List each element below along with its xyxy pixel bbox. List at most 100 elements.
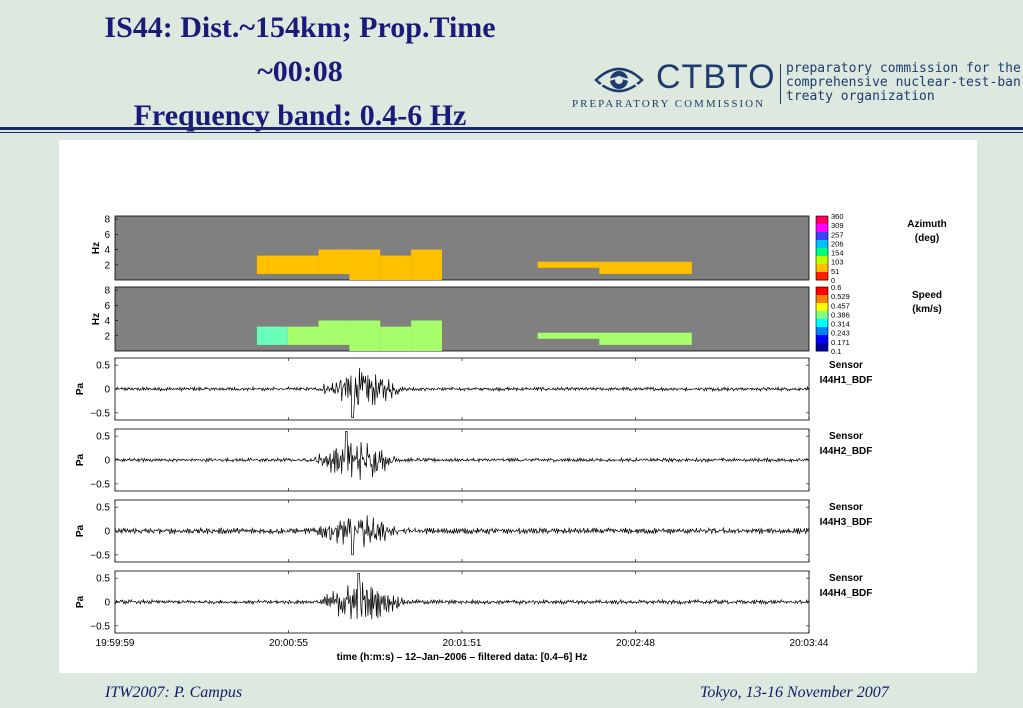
spectrogram-cell	[411, 320, 442, 351]
colorbar-segment	[816, 303, 828, 312]
spectrogram-bg	[114, 286, 810, 352]
spectrogram-unit: (km/s)	[912, 304, 941, 315]
colorbar-segment	[816, 343, 828, 352]
spectrogram-cell	[537, 261, 600, 268]
ctbto-logo: CTBTO PREPARATORY COMMISSION preparatory…	[572, 58, 1021, 118]
trace-ytick-label: −0.5	[90, 408, 110, 419]
trace-sensor-name: I44H3_BDF	[820, 517, 873, 528]
title-line-2: ~00:08	[257, 55, 343, 88]
colorbar-segment	[816, 224, 828, 233]
colorbar-label: 0.457	[831, 301, 850, 310]
trace-ylabel: Pa	[75, 524, 86, 537]
spectrogram-ytick-label: 4	[104, 316, 110, 327]
trace-ytick-label: 0	[104, 456, 110, 467]
spectrogram-cell	[599, 332, 692, 345]
logo-subtitle: PREPARATORY COMMISSION	[572, 98, 766, 110]
colorbar-label: 51	[831, 267, 839, 276]
trace-ytick-label: −0.5	[90, 621, 110, 632]
colorbar-frame	[815, 286, 829, 352]
spectrogram-title: Speed	[912, 290, 942, 301]
xtick-label: 20:03:44	[790, 638, 829, 649]
trace-ytick-label: 0.5	[96, 361, 110, 372]
colorbar-segment	[816, 264, 828, 273]
xtick-label: 20:00:55	[269, 638, 308, 649]
trace-ytick-label: 0	[104, 527, 110, 538]
colorbar-segment	[816, 240, 828, 249]
colorbar-segment	[816, 287, 828, 296]
logo-desc-line-3: treaty organization	[786, 89, 935, 104]
colorbar-label: 0.386	[831, 310, 850, 319]
spectrogram-bg	[114, 215, 810, 281]
trace-ylabel: Pa	[75, 595, 86, 608]
spectrogram-cell	[349, 320, 381, 351]
colorbar-label: 154	[831, 249, 844, 258]
spectrogram-ytick-label: 6	[104, 230, 110, 241]
spectrogram-ytick-label: 6	[104, 301, 110, 312]
spectrogram-title: Azimuth	[907, 219, 946, 230]
trace-ytick-label: −0.5	[90, 479, 110, 490]
footer-left: ITW2007: P. Campus	[105, 684, 243, 701]
spectrogram-ylabel: Hz	[91, 313, 102, 325]
logo-desc-line-1: preparatory commission for the	[786, 61, 1021, 76]
trace-waveform	[114, 367, 810, 418]
trace-ytick-label: 0	[104, 385, 110, 396]
colorbar-label: 309	[831, 221, 844, 230]
colorbar-segment	[816, 319, 828, 328]
spectrogram-cell	[318, 249, 350, 274]
slide-title: IS44: Dist.~154km; Prop.Time ~00:08 Freq…	[40, 6, 560, 138]
colorbar-segment	[816, 327, 828, 336]
header-rule	[0, 127, 1023, 130]
header-rule-thin	[0, 132, 1023, 133]
colorbar-label: 0.314	[831, 320, 850, 329]
colorbar-label: 206	[831, 239, 844, 248]
trace-waveform	[114, 573, 810, 620]
logo-name: CTBTO	[656, 58, 776, 96]
trace-sensor-label: Sensor	[829, 431, 863, 442]
colorbar-segment	[816, 248, 828, 257]
trace-ytick-label: 0.5	[96, 574, 110, 585]
colorbar-segment	[816, 216, 828, 225]
spectrogram-cell	[380, 326, 412, 351]
xtick-label: 20:02:48	[616, 638, 655, 649]
trace-sensor-label: Sensor	[829, 573, 863, 584]
spectrogram-cell	[256, 255, 319, 274]
spectrogram-cell	[349, 249, 381, 280]
ctbto-eye-icon	[594, 67, 644, 93]
colorbar-label: 0.171	[831, 338, 850, 347]
trace-waveform	[114, 431, 810, 480]
spectrogram-ytick-label: 4	[104, 245, 110, 256]
spectrogram-cell	[256, 326, 288, 345]
spectrogram-cell	[537, 332, 600, 339]
spectrogram-ytick-label: 8	[104, 215, 110, 226]
figure-panel: 8 6 4 2 Hz 360 309 257 206 154 103 51 0 Azimuth (deg) 8…	[59, 140, 977, 673]
title-line-1: IS44: Dist.~154km; Prop.Time	[104, 11, 496, 44]
trace-ylabel: Pa	[75, 382, 86, 395]
footer-right: Tokyo, 13-16 November 2007	[700, 684, 889, 701]
spectrogram-unit: (deg)	[915, 233, 939, 244]
spectrogram-cell	[287, 326, 319, 345]
colorbar-segment	[816, 311, 828, 320]
logo-divider	[780, 64, 781, 104]
trace-sensor-name: I44H4_BDF	[820, 588, 873, 599]
colorbar-label: 257	[831, 230, 844, 239]
colorbar-segment	[816, 256, 828, 265]
trace-ytick-label: 0.5	[96, 432, 110, 443]
colorbar-label: 0.1	[831, 347, 841, 356]
x-axis-label: time (h:m:s) – 12–Jan–2006 – filtered da…	[337, 652, 588, 663]
spectrogram-ytick-label: 8	[104, 286, 110, 297]
colorbar-label: 0.243	[831, 329, 850, 338]
colorbar-label: 0	[831, 276, 835, 285]
trace-ytick-label: 0	[104, 598, 110, 609]
colorbar-segment	[816, 232, 828, 241]
trace-sensor-label: Sensor	[829, 502, 863, 513]
xtick-label: 20:01:51	[443, 638, 482, 649]
xtick-label: 19:59:59	[96, 638, 135, 649]
spectrogram-cell	[411, 249, 442, 280]
spectrogram-ytick-label: 2	[104, 260, 110, 271]
spectrogram-ylabel: Hz	[91, 242, 102, 254]
trace-sensor-label: Sensor	[829, 360, 863, 371]
trace-ytick-label: 0.5	[96, 503, 110, 514]
trace-waveform	[114, 515, 810, 556]
spectrogram-ytick-label: 2	[104, 331, 110, 342]
trace-sensor-name: I44H1_BDF	[820, 375, 873, 386]
